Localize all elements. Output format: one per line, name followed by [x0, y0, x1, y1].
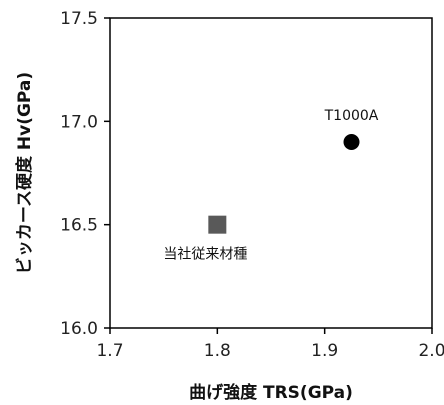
- x-axis-title: 曲げ強度 TRS(GPa): [189, 382, 353, 403]
- y-tick-label: 16.0: [60, 319, 98, 339]
- x-tick-label: 1.8: [204, 341, 231, 361]
- x-tick-label: 1.7: [96, 341, 123, 361]
- y-tick-label: 17.5: [60, 9, 98, 29]
- point-label: 当社従来材種: [163, 247, 247, 263]
- x-tick-label: 1.9: [311, 341, 338, 361]
- data-point-conventional: [208, 215, 227, 234]
- data-point-t1000a: [343, 134, 360, 150]
- y-tick-label: 17.0: [60, 112, 98, 132]
- x-tick-label: 2.0: [418, 341, 444, 361]
- plot-frame: [109, 17, 433, 329]
- y-axis-title: ビッカース硬度 Hv(GPa): [14, 72, 35, 274]
- y-tick-label: 16.5: [60, 216, 98, 236]
- point-label: T1000A: [324, 108, 379, 124]
